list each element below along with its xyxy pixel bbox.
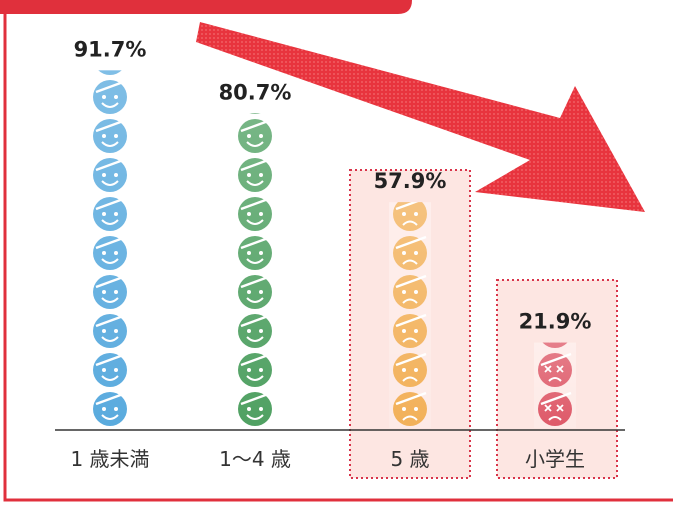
category-label: 1～4 歳 xyxy=(219,447,291,471)
fade-overlay xyxy=(234,113,276,428)
category-label: 小学生 xyxy=(525,447,585,471)
fade-overlay xyxy=(89,70,131,428)
value-label: 91.7% xyxy=(74,37,147,61)
page: {"chart_data": {"type": "pictograph", "c… xyxy=(0,0,673,507)
value-label: 57.9% xyxy=(374,169,447,193)
fade-overlay xyxy=(534,343,576,428)
category-label: 5 歳 xyxy=(390,447,429,471)
value-label: 80.7% xyxy=(219,80,292,104)
fade-overlay xyxy=(389,202,431,428)
chart: 91.7% 1 歳未満 80.7% 1～4 歳 57.9% 5 歳 21.9% 小学生 xyxy=(0,0,673,507)
header-tab xyxy=(0,0,412,14)
value-label: 21.9% xyxy=(519,310,592,334)
category-label: 1 歳未満 xyxy=(70,447,149,471)
